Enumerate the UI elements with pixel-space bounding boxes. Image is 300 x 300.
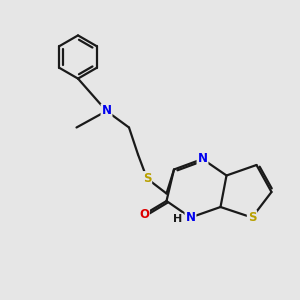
Text: N: N: [197, 152, 208, 166]
Text: O: O: [139, 208, 149, 221]
Text: H: H: [173, 214, 182, 224]
Text: S: S: [248, 211, 256, 224]
Text: S: S: [143, 172, 151, 185]
Text: N: N: [101, 104, 112, 118]
Text: N: N: [185, 211, 196, 224]
